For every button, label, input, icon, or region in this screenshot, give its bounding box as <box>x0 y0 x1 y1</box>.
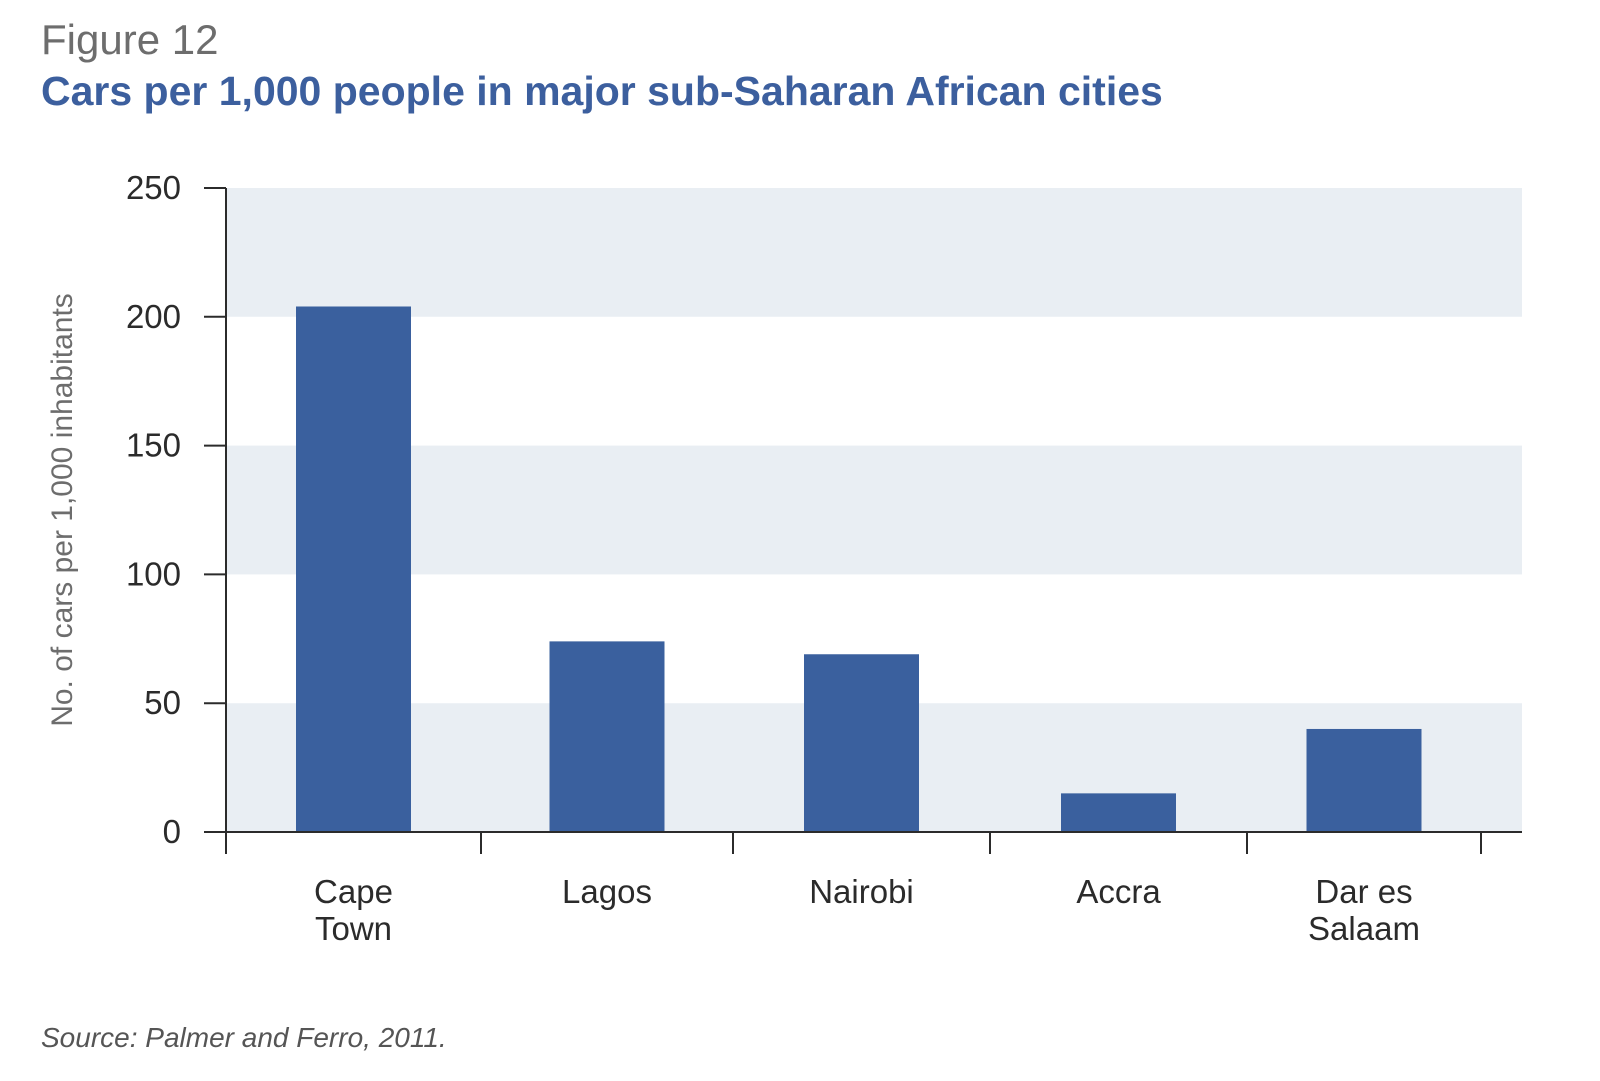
x-tick-label: Accra <box>1076 873 1161 910</box>
x-tick-label: Dar es Salaam <box>1308 873 1420 947</box>
y-tick-label: 50 <box>144 684 181 721</box>
bar <box>296 306 411 833</box>
bars <box>296 306 1422 833</box>
grid-bands <box>226 188 1522 832</box>
y-tick-labels: 0 50 100 150 200 250 <box>126 169 181 850</box>
y-tick-label: 0 <box>163 813 181 850</box>
x-tick-label: Nairobi <box>809 873 914 910</box>
bar <box>1061 793 1176 832</box>
y-tick-label: 150 <box>126 427 181 464</box>
bar <box>1306 728 1422 832</box>
x-tick-label: Lagos <box>562 873 652 910</box>
y-tick-label: 100 <box>126 555 181 592</box>
bar <box>549 641 665 832</box>
bar-chart: 0 50 100 150 200 250 Cape Town Lagos Nairobi Accr… <box>46 169 1522 947</box>
y-axis-label: No. of cars per 1,000 inhabitants <box>46 293 79 727</box>
y-tick-label: 250 <box>126 169 181 206</box>
figure-label: Figure 12 <box>41 16 219 63</box>
x-tick-labels: Cape Town Lagos Nairobi Accra Dar es Salaam <box>314 873 1420 947</box>
y-tick-label: 200 <box>126 298 181 335</box>
source-note: Source: Palmer and Ferro, 2011. <box>41 1022 447 1053</box>
chart-title: Cars per 1,000 people in major sub-Sahar… <box>41 68 1163 114</box>
bar <box>804 654 919 832</box>
x-tick-label: Cape Town <box>314 873 393 947</box>
grid-band <box>226 188 1522 317</box>
grid-band <box>226 445 1522 575</box>
axes <box>204 187 1522 854</box>
